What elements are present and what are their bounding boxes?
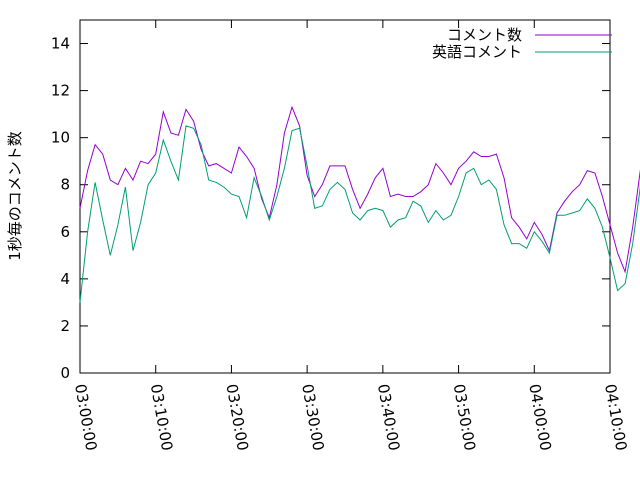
- y-axis-label: 1秒毎のコメント数: [6, 131, 24, 261]
- plot-frame: [79, 19, 611, 374]
- x-tick-label: 03:00:00: [71, 383, 100, 452]
- y-tick-label: 0: [60, 364, 70, 382]
- x-tick-label: 04:10:00: [601, 383, 630, 452]
- x-tick-label: 03:10:00: [147, 383, 176, 452]
- y-tick-label: 2: [60, 317, 70, 335]
- series-line-2: [79, 125, 640, 303]
- x-tick-label: 03:50:00: [450, 383, 479, 452]
- y-tick-label: 10: [51, 129, 70, 147]
- x-tick-label: 03:30:00: [298, 383, 327, 452]
- y-tick-label: 14: [51, 35, 70, 53]
- x-tick-label: 03:40:00: [374, 383, 403, 452]
- series-line-1: [79, 105, 640, 274]
- y-tick-label: 4: [60, 270, 70, 288]
- legend-label: コメント数: [447, 26, 522, 44]
- x-tick-label: 03:20:00: [222, 383, 251, 452]
- x-tick-label: 04:00:00: [525, 383, 554, 452]
- y-tick-label: 6: [60, 223, 70, 241]
- y-tick-label: 8: [60, 176, 70, 194]
- y-tick-label: 12: [51, 82, 70, 100]
- legend-label: 英語コメント: [432, 43, 522, 61]
